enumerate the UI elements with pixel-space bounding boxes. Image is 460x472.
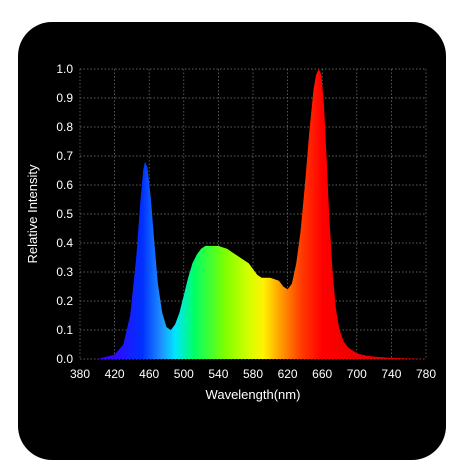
chart-panel: 380 420 460 500 540 580 620 660 700 740 780 0.0 0.1… [18, 22, 446, 460]
x-tick-label: 540 [208, 367, 228, 381]
x-tick-labels: 380 420 460 500 540 580 620 660 700 740 780 [70, 367, 436, 381]
y-tick-label: 0.8 [56, 120, 73, 134]
x-tick-label: 780 [416, 367, 436, 381]
spectrum-area [80, 69, 426, 359]
x-tick-label: 380 [70, 367, 90, 381]
x-tick-label: 620 [278, 367, 298, 381]
y-tick-label: 0.2 [56, 294, 73, 308]
y-tick-label: 0.4 [56, 236, 73, 250]
y-tick-labels: 0.0 0.1 0.2 0.3 0.4 0.5 0.6 0.7 0.8 0.9 1.0 [56, 62, 73, 366]
x-tick-label: 420 [105, 367, 125, 381]
y-tick-label: 0.9 [56, 91, 73, 105]
y-tick-label: 1.0 [56, 62, 73, 76]
x-tick-label: 500 [174, 367, 194, 381]
x-tick-label: 660 [312, 367, 332, 381]
spectrum-chart: 380 420 460 500 540 580 620 660 700 740 780 0.0 0.1… [25, 62, 436, 402]
y-axis-label: Relative Intensity [25, 164, 40, 263]
x-tick-label: 460 [139, 367, 159, 381]
x-tick-label: 580 [243, 367, 263, 381]
y-tick-label: 0.5 [56, 207, 73, 221]
y-tick-label: 0.1 [56, 323, 73, 337]
y-tick-label: 0.6 [56, 178, 73, 192]
y-tick-label: 0.0 [56, 352, 73, 366]
x-tick-label: 740 [381, 367, 401, 381]
y-tick-label: 0.7 [56, 149, 73, 163]
x-axis-label: Wavelength(nm) [206, 387, 301, 402]
y-tick-label: 0.3 [56, 265, 73, 279]
x-tick-label: 700 [347, 367, 367, 381]
